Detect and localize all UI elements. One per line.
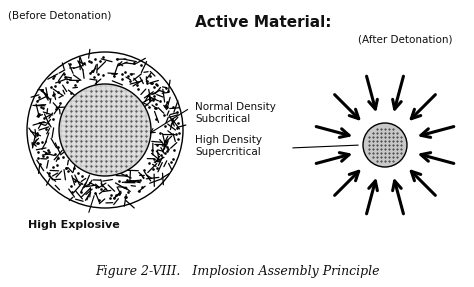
Text: Active Material:: Active Material:: [195, 15, 331, 30]
Circle shape: [59, 84, 151, 176]
Circle shape: [27, 52, 183, 208]
Circle shape: [363, 123, 407, 167]
Text: High Explosive: High Explosive: [28, 220, 120, 230]
Text: (Before Detonation): (Before Detonation): [8, 10, 111, 20]
Text: Figure 2-VIII.   Implosion Assembly Principle: Figure 2-VIII. Implosion Assembly Princi…: [95, 265, 379, 278]
Text: High Density
Supercritical: High Density Supercritical: [195, 135, 262, 157]
Text: (After Detonation): (After Detonation): [358, 35, 452, 45]
Text: Normal Density
Subcritical: Normal Density Subcritical: [195, 102, 276, 124]
